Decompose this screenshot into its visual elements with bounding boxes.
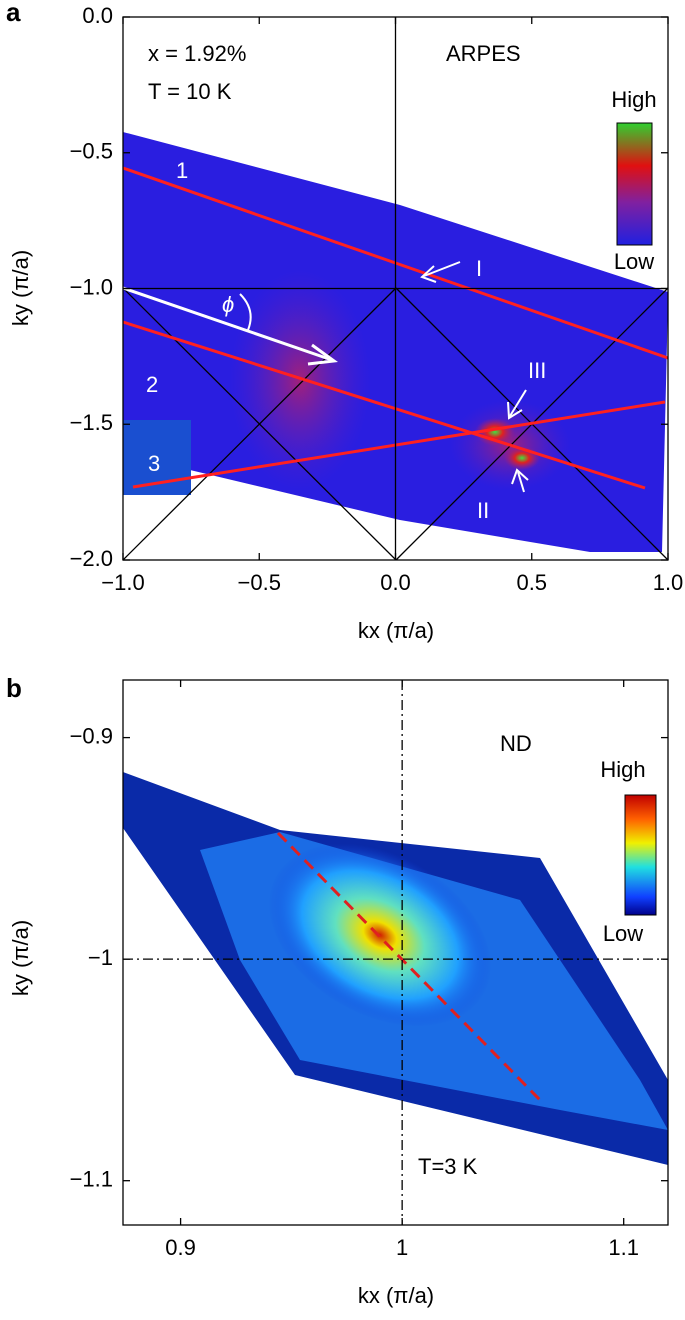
arrows xyxy=(122,261,529,493)
annotation: ϕ xyxy=(222,292,234,317)
y-tick-label: −0.9 xyxy=(70,723,113,748)
y-axis-label: ky (π/a) xyxy=(8,920,33,996)
annotation: T=3 K xyxy=(418,1154,478,1179)
colorbar xyxy=(624,794,657,916)
annotation: 1 xyxy=(176,158,188,183)
colorbar-high: High xyxy=(611,87,656,112)
x-tick-label: 1.0 xyxy=(653,570,684,595)
colorbar xyxy=(616,122,653,246)
x-tick-label: −0.5 xyxy=(238,570,281,595)
heatmap-glow xyxy=(230,270,370,490)
annotation: ARPES xyxy=(446,41,521,66)
annotation: III xyxy=(528,358,546,383)
panel-label: a xyxy=(6,0,21,27)
x-tick-label: 0.5 xyxy=(516,570,547,595)
y-tick-label: −1 xyxy=(88,945,113,970)
y-tick-label: −2.0 xyxy=(70,546,113,571)
colorbar-low: Low xyxy=(614,249,654,274)
fit-line xyxy=(276,831,542,1102)
plot-frame xyxy=(122,679,669,1226)
x-axis-label: kx (π/a) xyxy=(358,1283,434,1308)
annotation: I xyxy=(476,256,482,281)
y-tick-label: −1.0 xyxy=(70,274,113,299)
annotation: T = 10 K xyxy=(148,79,232,104)
annotation: II xyxy=(477,498,489,523)
heatmap-spot xyxy=(475,418,515,446)
colorbar-high: High xyxy=(600,757,645,782)
x-tick-label: 0.0 xyxy=(380,570,411,595)
panel-label: b xyxy=(6,673,22,703)
y-tick-label: −1.5 xyxy=(70,410,113,435)
y-tick-label: −0.5 xyxy=(70,139,113,164)
annotation: 3 xyxy=(148,451,160,476)
panel-b: High Low ND T=3 K b kx (π/a) ky (π/a) xyxy=(6,673,669,1308)
x-tick-label: 1.1 xyxy=(608,1235,639,1260)
annotation: 2 xyxy=(146,372,158,397)
y-tick-label: −1.1 xyxy=(70,1167,113,1192)
y-tick-label: 0.0 xyxy=(82,3,113,28)
x-tick-label: 0.9 xyxy=(165,1235,196,1260)
colorbar-low: Low xyxy=(603,921,643,946)
annotation: ND xyxy=(500,731,532,756)
annotation: x = 1.92% xyxy=(148,41,246,66)
x-tick-label: −1.0 xyxy=(101,570,144,595)
y-axis-label: ky (π/a) xyxy=(8,250,33,326)
x-tick-label: 1 xyxy=(396,1235,408,1260)
x-axis-label: kx (π/a) xyxy=(358,618,434,643)
